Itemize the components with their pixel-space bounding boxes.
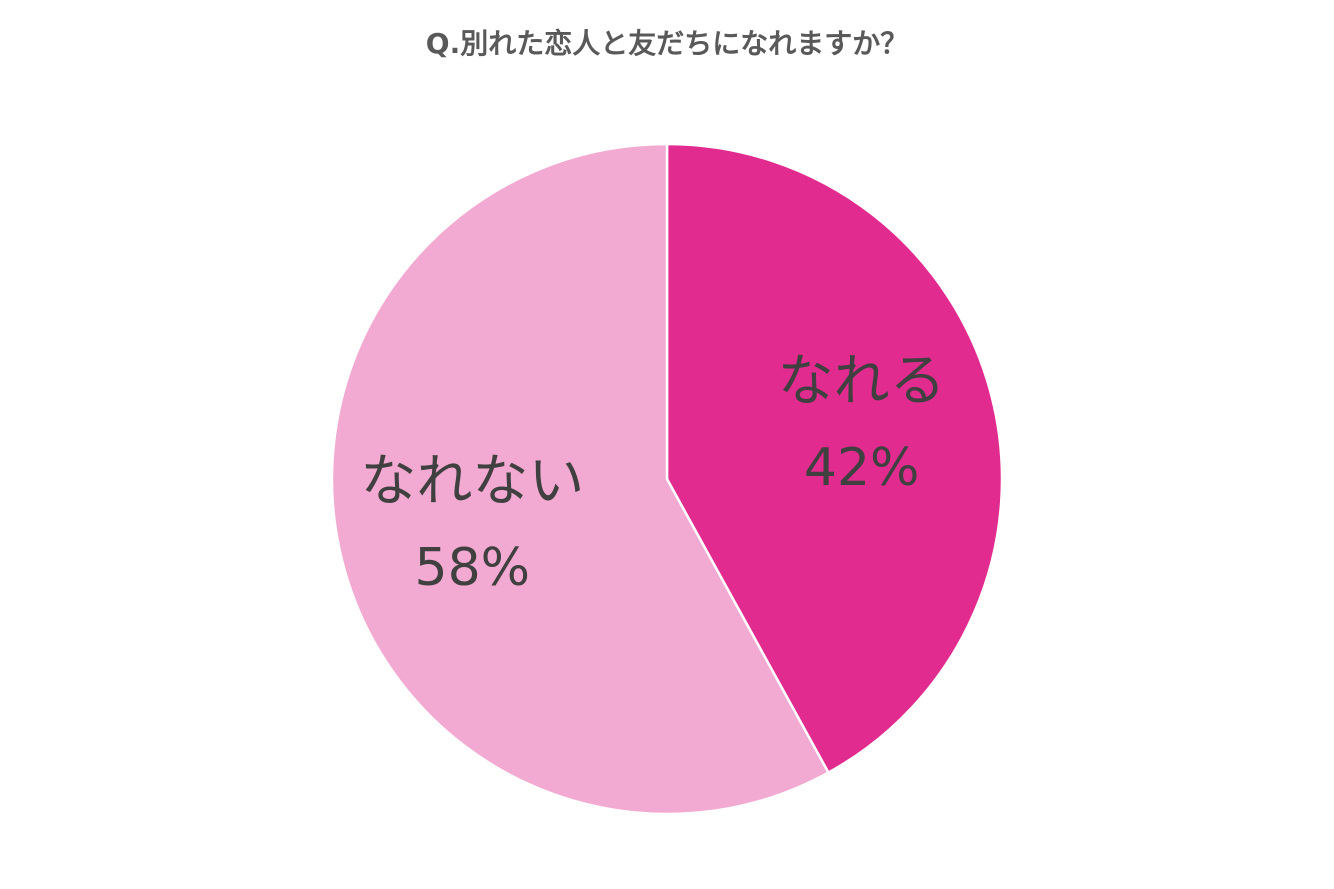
chart-title: Q.別れた恋人と友だちになれますか？ (426, 27, 908, 60)
value-label: 42% (804, 438, 920, 498)
slice-label: なれない (360, 449, 584, 514)
slice-label: なれる (778, 349, 946, 414)
pie-slice (665, 142, 1004, 775)
value-label: 58% (415, 538, 531, 598)
pie-slice (330, 142, 831, 816)
